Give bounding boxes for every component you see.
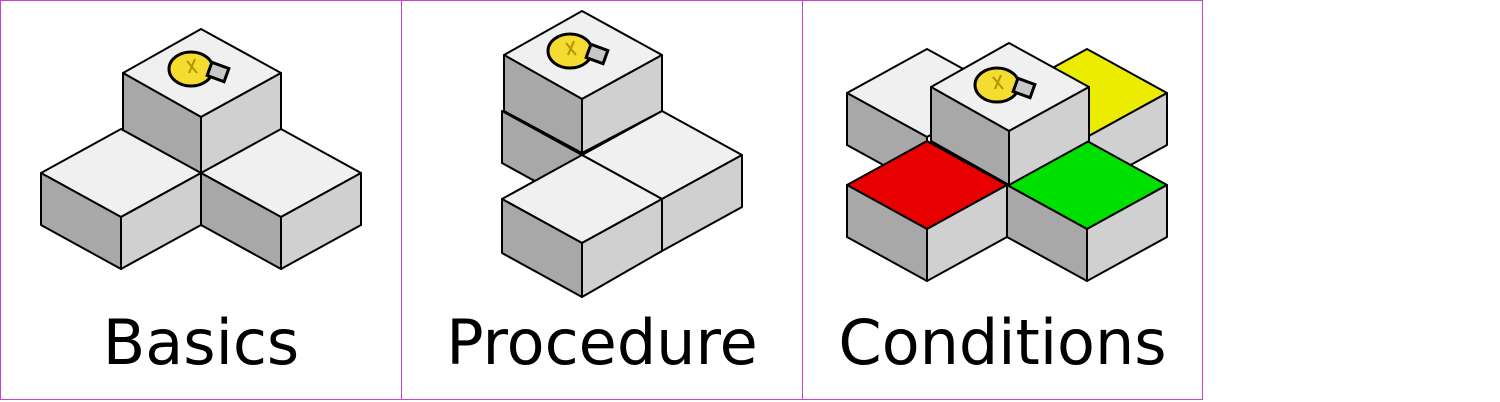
lightbulb-icon xyxy=(973,66,1037,104)
level-card-basics[interactable]: Basics xyxy=(0,0,402,400)
level-label: Conditions xyxy=(838,306,1167,379)
level-label: Basics xyxy=(102,306,300,379)
cube-left xyxy=(40,128,202,270)
level-card-procedure[interactable]: Procedure xyxy=(401,0,803,400)
cube-front xyxy=(501,154,663,298)
level-preview-procedure xyxy=(501,10,743,298)
lightbulb-icon xyxy=(167,50,231,88)
level-select-grid: Basics xyxy=(0,0,1203,400)
lightbulb-icon xyxy=(546,32,610,70)
level-preview-basics xyxy=(40,28,362,270)
cube-right xyxy=(200,128,362,270)
level-label: Procedure xyxy=(446,306,758,379)
level-card-conditions[interactable]: Conditions xyxy=(802,0,1203,400)
level-preview-conditions xyxy=(846,42,1168,282)
